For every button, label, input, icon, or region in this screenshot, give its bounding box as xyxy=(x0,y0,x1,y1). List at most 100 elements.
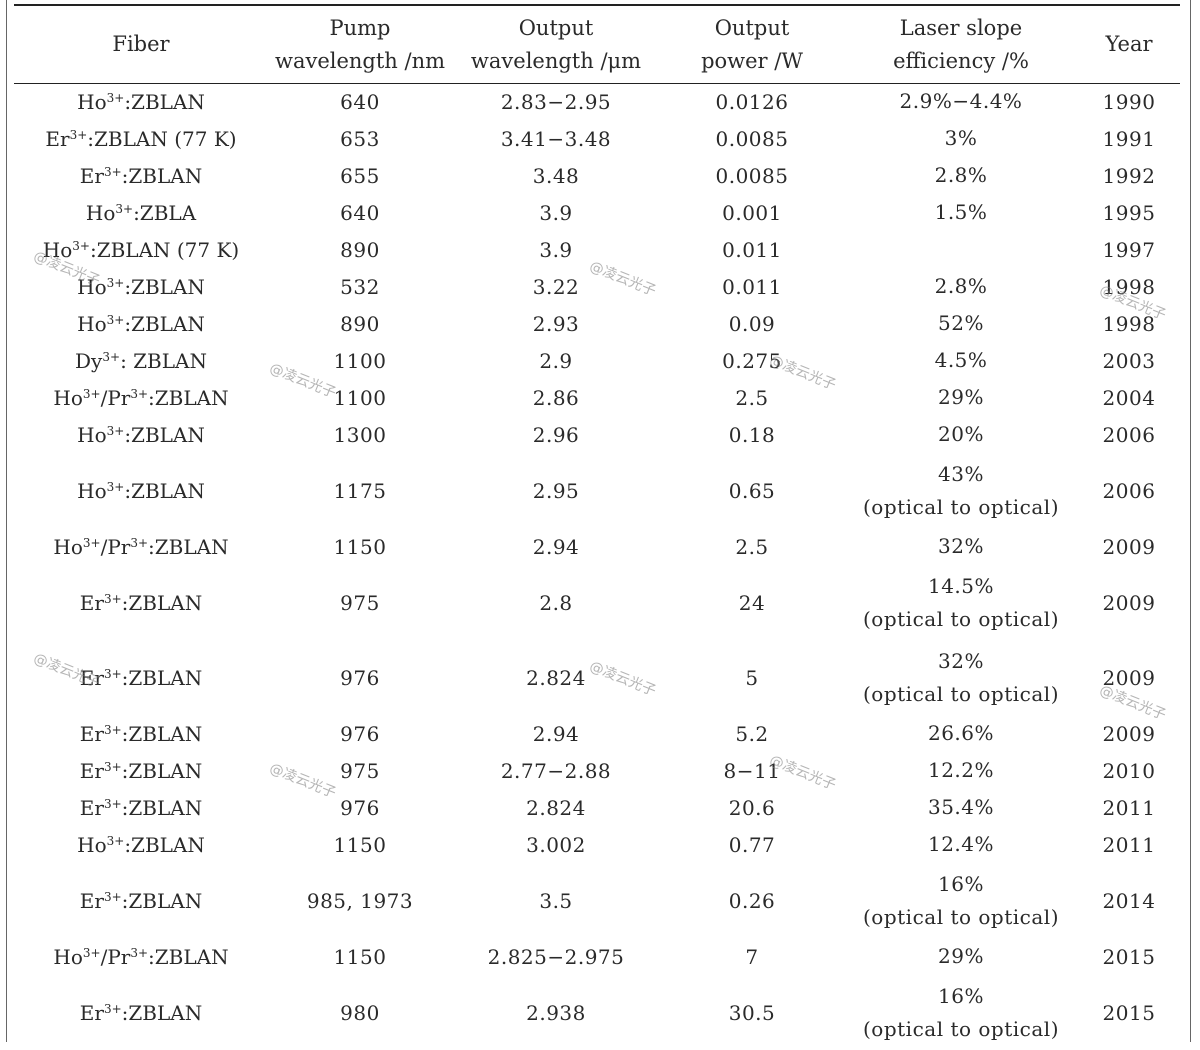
table-row: Er3+:ZBLAN 980 2.938 30.5 16% (optical to opt… xyxy=(14,975,1180,1050)
cell-pump-wavelength: 975 xyxy=(340,590,380,615)
cell-output-wavelength: 2.94 xyxy=(532,534,580,559)
cell-pump-wavelength: 1150 xyxy=(333,534,387,559)
table-row: Er3+:ZBLAN (77 K) 653 3.41−3.48 0.0085 3% 199… xyxy=(14,120,1180,157)
cell-fiber: Ho3+/Pr3+:ZBLAN xyxy=(53,944,229,969)
table-row: Ho3+:ZBLAN 1175 2.95 0.65 43% (optical to opt… xyxy=(14,453,1180,528)
cell-output-power: 0.18 xyxy=(728,422,776,447)
cell-slope-efficiency: 16% (optical to optical) xyxy=(863,871,1059,929)
table-row: Ho3+:ZBLAN 532 3.22 0.011 2.8% 1998 xyxy=(14,268,1180,305)
cell-output-power: 5.2 xyxy=(735,721,769,746)
cell-fiber: Ho3+:ZBLAN xyxy=(77,274,205,299)
cell-slope-efficiency: 29% xyxy=(938,944,984,968)
table-row: Dy3+: ZBLAN 1100 2.9 0.275 4.5% 2003 xyxy=(14,342,1180,379)
right-border xyxy=(1190,0,1191,1042)
cell-output-wavelength: 2.77−2.88 xyxy=(500,758,612,783)
cell-pump-wavelength: 1100 xyxy=(333,348,387,373)
table-row: Er3+:ZBLAN 985, 1973 3.5 0.26 16% (optical to… xyxy=(14,863,1180,938)
cell-year: 2006 xyxy=(1102,422,1156,447)
cell-pump-wavelength: 890 xyxy=(340,237,380,262)
cell-pump-wavelength: 640 xyxy=(340,89,380,114)
header-rule xyxy=(14,83,1180,84)
cell-year: 2009 xyxy=(1102,665,1156,690)
cell-slope-efficiency: 2.9%−4.4% xyxy=(899,89,1023,113)
cell-slope-efficiency: 1.5% xyxy=(934,200,988,224)
cell-pump-wavelength: 532 xyxy=(340,274,380,299)
cell-output-power: 30.5 xyxy=(728,1000,776,1025)
table-row: Ho3+/Pr3+:ZBLAN 1100 2.86 2.5 29% 2004 xyxy=(14,379,1180,416)
cell-slope-efficiency: 12.2% xyxy=(927,758,995,782)
cell-pump-wavelength: 976 xyxy=(340,665,380,690)
table-row: Er3+:ZBLAN 975 2.8 24 14.5% (optical to optic… xyxy=(14,565,1180,640)
top-rule xyxy=(14,4,1180,6)
cell-slope-efficiency: 4.5% xyxy=(934,348,988,372)
table-row: Er3+:ZBLAN 975 2.77−2.88 8−11 12.2% 2010 xyxy=(14,752,1180,789)
header-row: Fiber Pump wavelength /nm Output wavelengt… xyxy=(14,6,1180,83)
cell-year: 2009 xyxy=(1102,534,1156,559)
cell-year: 2003 xyxy=(1102,348,1156,373)
cell-output-wavelength: 3.9 xyxy=(539,200,573,225)
table-row: Ho3+/Pr3+:ZBLAN 1150 2.94 2.5 32% 2009 xyxy=(14,528,1180,565)
cell-output-power: 5 xyxy=(745,665,759,690)
cell-output-wavelength: 3.22 xyxy=(532,274,580,299)
cell-fiber: Ho3+/Pr3+:ZBLAN xyxy=(53,385,229,410)
cell-output-wavelength: 2.9 xyxy=(539,348,573,373)
cell-fiber: Ho3+:ZBLAN xyxy=(77,832,205,857)
table-row: Ho3+:ZBLAN 1150 3.002 0.77 12.4% 2011 xyxy=(14,826,1180,863)
cell-output-power: 0.77 xyxy=(728,832,776,857)
cell-output-wavelength: 3.48 xyxy=(532,163,580,188)
table-row: Er3+:ZBLAN 655 3.48 0.0085 2.8% 1992 xyxy=(14,157,1180,194)
cell-year: 1990 xyxy=(1102,89,1156,114)
cell-output-wavelength: 2.938 xyxy=(526,1000,586,1025)
table-row: Er3+:ZBLAN 976 2.824 20.6 35.4% 2011 xyxy=(14,789,1180,826)
cell-fiber: Ho3+:ZBLAN xyxy=(77,89,205,114)
cell-fiber: Er3+:ZBLAN xyxy=(79,665,203,690)
cell-output-power: 0.001 xyxy=(722,200,782,225)
header-output-wavelength: Output wavelength /μm xyxy=(470,15,642,73)
cell-pump-wavelength: 976 xyxy=(340,721,380,746)
cell-slope-efficiency: 2.8% xyxy=(934,274,988,298)
cell-fiber: Er3+:ZBLAN xyxy=(79,888,203,913)
cell-year: 2010 xyxy=(1102,758,1156,783)
cell-pump-wavelength: 980 xyxy=(340,1000,380,1025)
cell-year: 2015 xyxy=(1102,944,1156,969)
cell-output-wavelength: 3.5 xyxy=(539,888,573,913)
cell-output-wavelength: 3.9 xyxy=(539,237,573,262)
cell-year: 1997 xyxy=(1102,237,1156,262)
table-row: Er3+:ZBLAN 976 2.94 5.2 26.6% 2009 xyxy=(14,715,1180,752)
cell-output-wavelength: 2.824 xyxy=(526,795,586,820)
cell-output-wavelength: 2.86 xyxy=(532,385,580,410)
cell-year: 2015 xyxy=(1102,1000,1156,1025)
table-row: Ho3+/Pr3+:ZBLAN 1150 2.825−2.975 7 29% 2015 xyxy=(14,938,1180,975)
cell-year: 2011 xyxy=(1102,832,1156,857)
cell-fiber: Ho3+:ZBLA xyxy=(85,200,197,225)
cell-year: 2004 xyxy=(1102,385,1156,410)
cell-output-power: 8−11 xyxy=(723,758,781,783)
cell-output-wavelength: 2.95 xyxy=(532,478,580,503)
cell-pump-wavelength: 975 xyxy=(340,758,380,783)
cell-output-wavelength: 2.83−2.95 xyxy=(500,89,612,114)
cell-output-power: 0.65 xyxy=(728,478,776,503)
header-slope-efficiency: Laser slope efficiency /% xyxy=(893,15,1029,73)
cell-output-power: 0.011 xyxy=(722,237,782,262)
cell-fiber: Ho3+:ZBLAN xyxy=(77,422,205,447)
cell-fiber: Er3+:ZBLAN xyxy=(79,590,203,615)
cell-output-wavelength: 3.41−3.48 xyxy=(500,126,612,151)
header-fiber: Fiber xyxy=(112,32,170,56)
cell-slope-efficiency: 29% xyxy=(938,385,984,409)
cell-year: 1998 xyxy=(1102,274,1156,299)
header-pump-wavelength: Pump wavelength /nm xyxy=(274,15,446,73)
cell-slope-efficiency: 32% (optical to optical) xyxy=(863,648,1059,706)
cell-fiber: Ho3+:ZBLAN xyxy=(77,478,205,503)
cell-fiber: Er3+:ZBLAN xyxy=(79,758,203,783)
cell-pump-wavelength: 1300 xyxy=(333,422,387,447)
header-output-power: Output power /W xyxy=(701,15,803,73)
fiber-laser-table: Fiber Pump wavelength /nm Output wavelengt… xyxy=(14,6,1180,1050)
cell-fiber: Ho3+/Pr3+:ZBLAN xyxy=(53,534,229,559)
cell-fiber: Ho3+:ZBLAN (77 K) xyxy=(42,237,240,262)
cell-year: 1991 xyxy=(1102,126,1156,151)
cell-year: 2006 xyxy=(1102,478,1156,503)
cell-output-power: 0.011 xyxy=(722,274,782,299)
cell-pump-wavelength: 655 xyxy=(340,163,380,188)
cell-slope-efficiency: 26.6% xyxy=(927,721,995,745)
cell-year: 2014 xyxy=(1102,888,1156,913)
